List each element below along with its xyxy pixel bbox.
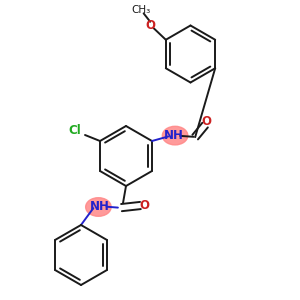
Text: NH: NH [164, 129, 184, 142]
Ellipse shape [86, 198, 111, 216]
Text: Cl: Cl [68, 124, 81, 137]
Text: O: O [139, 199, 149, 212]
Ellipse shape [162, 126, 188, 145]
Text: NH: NH [90, 200, 110, 214]
Text: CH₃: CH₃ [132, 5, 151, 15]
Text: O: O [145, 19, 155, 32]
Text: O: O [202, 115, 212, 128]
